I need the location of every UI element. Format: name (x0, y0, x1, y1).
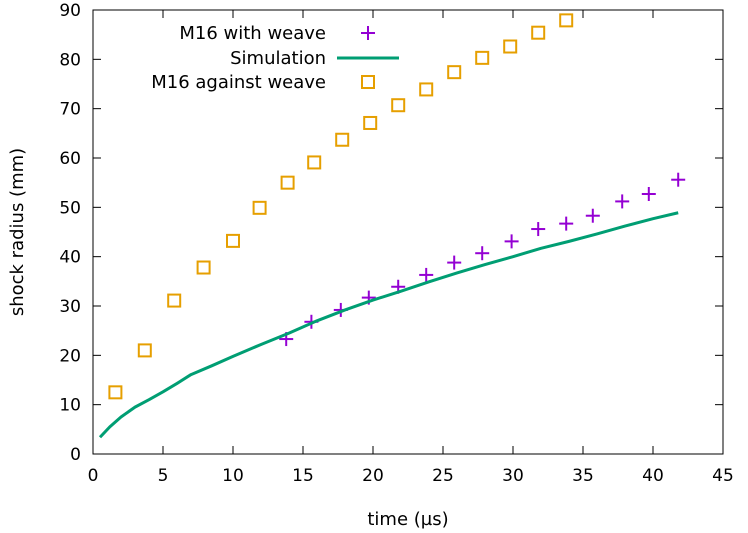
legend: M16 with weave Simulation M16 against weav… (151, 23, 399, 93)
x-tick-label: 35 (572, 466, 594, 486)
legend-label: M16 with weave (179, 23, 326, 44)
series-2 (108, 13, 574, 400)
data-point-square (503, 39, 518, 54)
data-point-plus (447, 255, 462, 270)
x-tick-label: 30 (502, 466, 524, 486)
data-point-square (335, 132, 350, 147)
data-point-square (280, 175, 295, 190)
legend-plus-marker (361, 26, 375, 40)
y-tick-label: 70 (59, 100, 81, 120)
data-point-plus (585, 208, 600, 223)
data-point-square (167, 293, 182, 308)
legend-label: Simulation (230, 48, 326, 69)
y-tick-label: 90 (59, 1, 81, 21)
data-point-square (137, 343, 152, 358)
y-tick-label: 80 (59, 50, 81, 70)
data-point-square (419, 82, 434, 97)
data-point-plus (671, 172, 686, 187)
data-point-plus (615, 194, 630, 209)
x-tick-label: 15 (292, 466, 314, 486)
x-tick-label: 25 (432, 466, 454, 486)
data-point-plus (504, 234, 519, 249)
data-point-plus (475, 246, 490, 261)
x-tick-label: 40 (642, 466, 664, 486)
x-tick-label: 5 (158, 466, 169, 486)
y-tick-label: 50 (59, 198, 81, 218)
data-point-square (531, 25, 546, 40)
axis-ticks (92, 9, 724, 455)
series-1 (98, 211, 679, 439)
data-point-square (391, 98, 406, 113)
data-point-plus (419, 267, 434, 282)
x-tick-label: 10 (222, 466, 244, 486)
y-tick-label: 30 (59, 297, 81, 317)
data-point-square (307, 155, 322, 170)
data-point-square (447, 65, 462, 80)
legend-square-marker (361, 75, 375, 89)
data-point-square (252, 200, 267, 215)
y-tick-label: 60 (59, 149, 81, 169)
simulation-line (98, 211, 679, 439)
data-point-square (226, 233, 240, 248)
y-tick-label: 10 (59, 396, 81, 416)
y-tick-label: 20 (59, 346, 81, 366)
y-tick-label: 40 (59, 248, 81, 268)
legend-label: M16 against weave (151, 72, 326, 93)
data-point-square (475, 50, 490, 65)
data-point-square (363, 115, 378, 130)
x-tick-label: 20 (362, 466, 384, 486)
x-tick-label: 45 (712, 466, 734, 486)
y-axis-title: shock radius (mm) (7, 148, 28, 316)
y-tick-labels: 0 10 20 30 40 50 60 70 80 90 (59, 1, 81, 465)
x-tick-labels: 0 5 10 15 20 25 30 35 40 45 (88, 466, 734, 486)
data-point-square (196, 260, 211, 275)
y-tick-label: 0 (70, 445, 81, 465)
data-point-plus (559, 216, 574, 231)
series-layer (98, 13, 686, 439)
data-point-plus (641, 187, 656, 202)
data-point-square (108, 385, 123, 400)
data-point-plus (531, 222, 546, 237)
plot-frame (92, 9, 724, 455)
series-0 (279, 172, 686, 347)
x-tick-label: 0 (88, 466, 99, 486)
x-axis-title: time (µs) (367, 509, 448, 530)
data-point-square (559, 13, 574, 28)
